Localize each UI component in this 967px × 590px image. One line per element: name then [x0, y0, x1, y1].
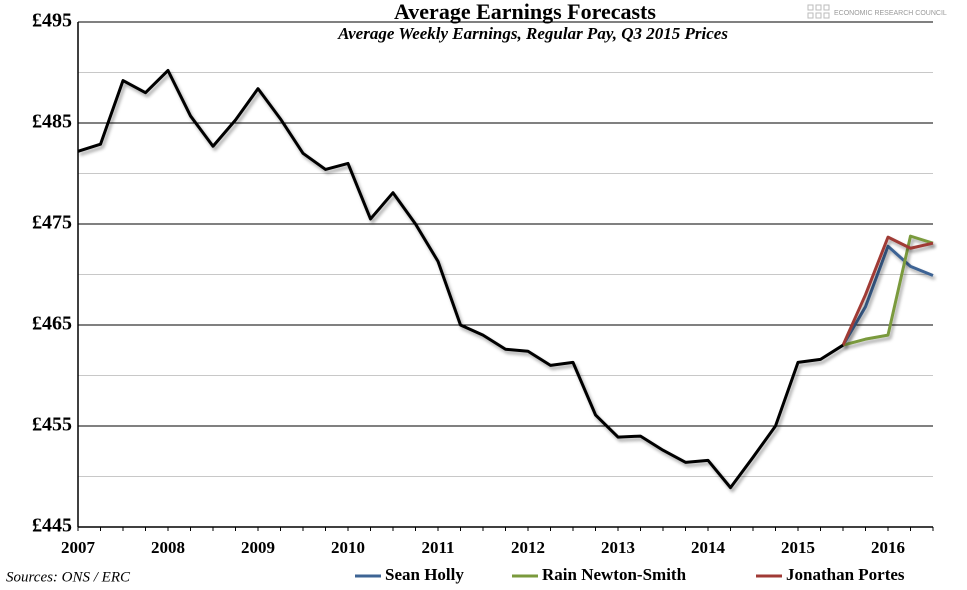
series-line [77, 68, 844, 490]
x-tick-label: 2013 [601, 538, 635, 557]
x-tick-label: 2009 [241, 538, 275, 557]
x-tick-label: 2015 [781, 538, 815, 557]
logo-text: ECONOMIC RESEARCH COUNCIL [834, 10, 947, 17]
y-tick-label: £495 [32, 10, 72, 32]
legend-label: Rain Newton-Smith [542, 565, 687, 584]
legend-item: Rain Newton-Smith [512, 565, 687, 584]
x-tick-label: 2011 [421, 538, 454, 557]
x-tick-label: 2014 [691, 538, 726, 557]
source-note: Sources: ONS / ERC [6, 569, 131, 585]
y-tick-label: £445 [32, 515, 72, 537]
y-tick-label: £475 [32, 212, 72, 234]
chart-title: Average Earnings Forecasts [394, 0, 656, 24]
legend-item: Sean Holly [355, 565, 464, 584]
series-line [841, 244, 934, 346]
logo-icon [807, 4, 830, 19]
x-tick-label: 2016 [871, 538, 905, 557]
legend-item: Jonathan Portes [756, 565, 905, 584]
x-tick-label: 2007 [61, 538, 96, 557]
legend-label: Sean Holly [385, 565, 464, 584]
y-tick-label: £455 [32, 414, 72, 436]
y-tick-label: £465 [32, 313, 72, 335]
x-tick-label: 2008 [151, 538, 185, 557]
x-tick-label: 2010 [331, 538, 365, 557]
series-line [842, 234, 934, 347]
chart-subtitle: Average Weekly Earnings, Regular Pay, Q3… [337, 24, 728, 43]
y-tick-label: £485 [32, 111, 72, 133]
series-line [841, 235, 934, 346]
x-tick-label: 2012 [511, 538, 545, 557]
legend-label: Jonathan Portes [786, 565, 905, 584]
